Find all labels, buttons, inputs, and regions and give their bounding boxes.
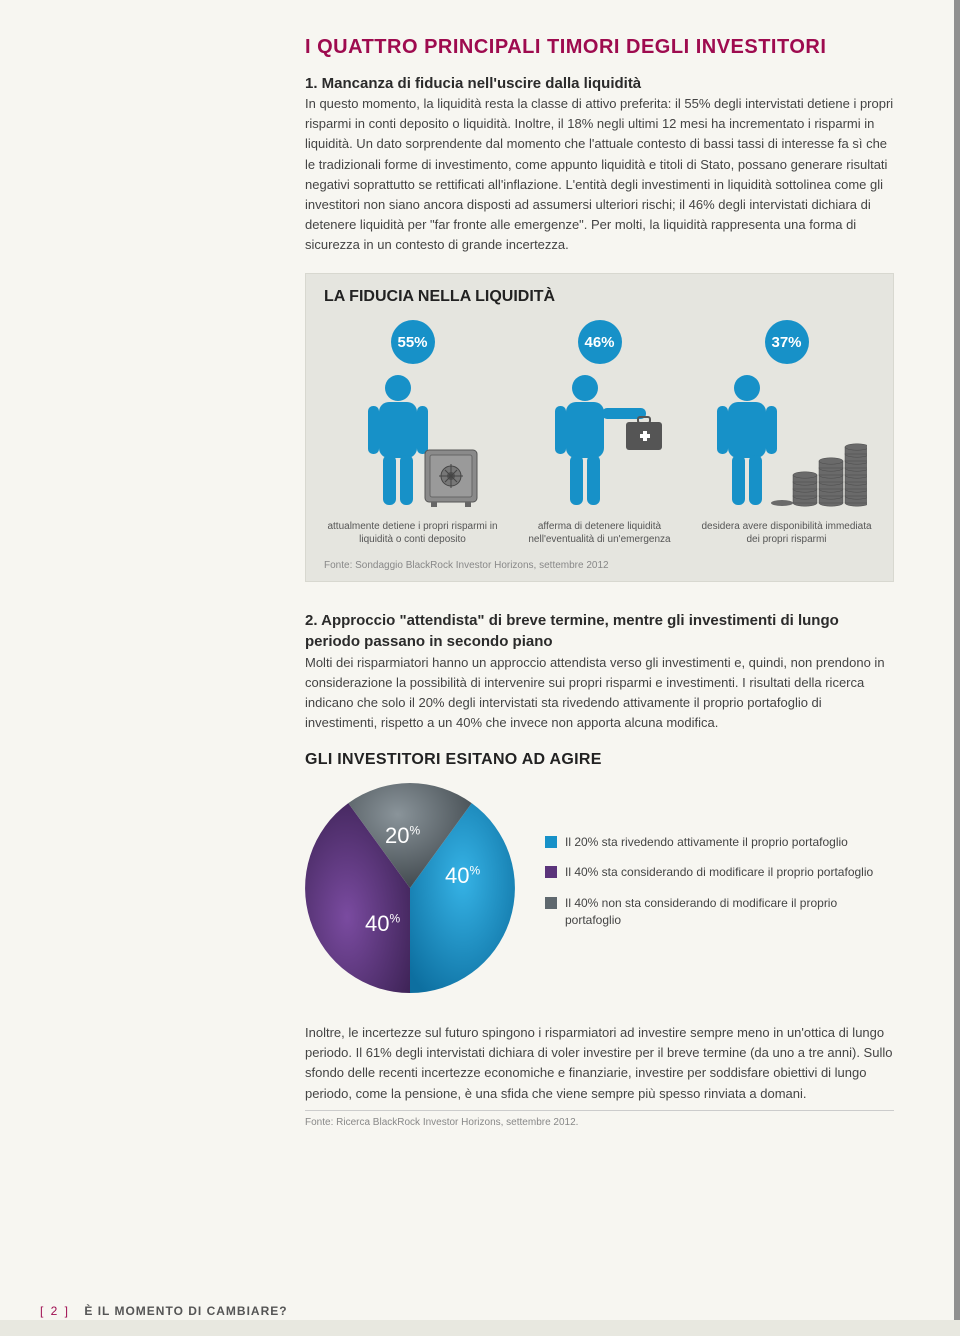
pct-bubble-1: 55%: [391, 320, 435, 364]
pie-legend: Il 20% sta rivedendo attivamente il prop…: [545, 834, 894, 943]
legend-item-1: Il 20% sta rivedendo attivamente il prop…: [545, 834, 894, 851]
footer: [ 2 ] È IL MOMENTO DI CAMBIARE?: [0, 1286, 960, 1336]
pie-chart: 20% 40% 40%: [305, 783, 515, 993]
section1-paragraph: 1. Mancanza di fiducia nell'uscire dalla…: [305, 73, 894, 255]
legend-text-1: Il 20% sta rivedendo attivamente il prop…: [565, 834, 848, 851]
caption-3: desidera avere disponibilità immediata d…: [698, 520, 875, 546]
pie-heading: GLI INVESTITORI ESITANO AD AGIRE: [305, 751, 894, 769]
figure-col-2: 46% afferma di detenere l: [511, 320, 688, 546]
legend-text-2: Il 40% sta considerando di modificare il…: [565, 864, 873, 881]
section1-body: In questo momento, la liquidità resta la…: [305, 96, 893, 252]
pie-block: 20% 40% 40% Il 20% sta rivedendo attivam…: [305, 783, 894, 993]
person-coins-icon: [707, 370, 867, 510]
pie-label-40b: 40%: [365, 911, 400, 937]
legend-text-3: Il 40% non sta considerando di modificar…: [565, 895, 894, 929]
legend-item-3: Il 40% non sta considerando di modificar…: [545, 895, 894, 929]
pie-label-20: 20%: [385, 823, 420, 849]
content-column: I QUATTRO PRINCIPALI TIMORI DEGLI INVEST…: [0, 0, 954, 1128]
page-number: [ 2 ]: [40, 1304, 70, 1318]
pie-svg: [305, 783, 515, 993]
closing-paragraph: Inoltre, le incertezze sul futuro spingo…: [305, 1023, 894, 1111]
section2-paragraph: 2. Approccio "attendista" di breve termi…: [305, 610, 894, 733]
section2-lead: 2. Approccio "attendista" di breve termi…: [305, 612, 839, 650]
pct-bubble-2: 46%: [578, 320, 622, 364]
section-2: 2. Approccio "attendista" di breve termi…: [305, 610, 894, 1127]
legend-swatch-3: [545, 897, 557, 909]
figure-col-3: 37%: [698, 320, 875, 546]
section1-lead: 1. Mancanza di fiducia nell'uscire dalla…: [305, 75, 641, 92]
infographic-box: LA FIDUCIA NELLA LIQUIDITÀ 55%: [305, 273, 894, 582]
closing-source: Fonte: Ricerca BlackRock Investor Horizo…: [305, 1117, 894, 1128]
person-briefcase-icon: [530, 370, 670, 510]
figure-col-1: 55%: [324, 320, 501, 546]
pie-label-40a: 40%: [445, 863, 480, 889]
legend-swatch-2: [545, 866, 557, 878]
pct-bubble-3: 37%: [765, 320, 809, 364]
page: I QUATTRO PRINCIPALI TIMORI DEGLI INVEST…: [0, 0, 960, 1320]
infobox-title: LA FIDUCIA NELLA LIQUIDITÀ: [324, 288, 875, 306]
legend-item-2: Il 40% sta considerando di modificare il…: [545, 864, 894, 881]
footer-text: È IL MOMENTO DI CAMBIARE?: [84, 1304, 287, 1318]
caption-1: attualmente detiene i propri risparmi in…: [324, 520, 501, 546]
legend-swatch-1: [545, 836, 557, 848]
person-safe-icon: [343, 370, 483, 510]
caption-2: afferma di detenere liquidità nell'event…: [511, 520, 688, 546]
page-title: I QUATTRO PRINCIPALI TIMORI DEGLI INVEST…: [305, 36, 894, 59]
section2-body: Molti dei risparmiatori hanno un approcc…: [305, 655, 885, 730]
figures-row: 55%: [324, 320, 875, 546]
infobox-source: Fonte: Sondaggio BlackRock Investor Hori…: [324, 560, 875, 571]
